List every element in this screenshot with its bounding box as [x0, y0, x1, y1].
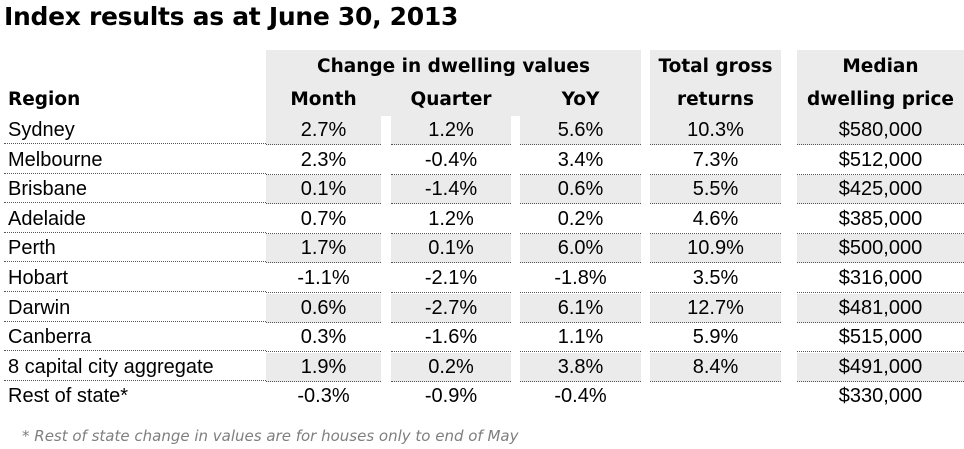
yoy-cell: -1.8%: [520, 264, 641, 293]
month-cell: 0.7%: [266, 205, 381, 234]
header-quarter: Quarter: [410, 89, 492, 110]
median-price-cell: $316,000: [797, 264, 964, 293]
month-cell: 2.7%: [266, 116, 381, 145]
region-cell: Adelaide: [4, 205, 266, 233]
table-row: Perth 1.7% 0.1% 6.0% 10.9% $500,000: [0, 234, 964, 264]
header-change-in-dwelling-values: Change in dwelling values: [317, 56, 590, 77]
total-gross-returns-cell: 3.5%: [650, 264, 781, 293]
yoy-cell: 0.6%: [520, 175, 641, 205]
total-gross-returns-cell: 10.9%: [650, 234, 781, 264]
month-cell: 2.3%: [266, 146, 381, 175]
header-bg-total-gross: [650, 50, 781, 116]
month-cell: 0.1%: [266, 175, 381, 205]
region-cell: 8 capital city aggregate: [4, 353, 266, 381]
table-row: Brisbane 0.1% -1.4% 0.6% 5.5% $425,000: [0, 175, 964, 205]
quarter-cell: -1.4%: [391, 175, 511, 205]
quarter-cell: -0.4%: [391, 146, 511, 175]
quarter-cell: -0.9%: [424, 385, 478, 408]
quarter-cell: -2.7%: [391, 293, 511, 323]
median-price-cell: $330,000: [838, 385, 923, 408]
quarter-cell: 0.2%: [391, 352, 511, 382]
total-gross-returns-cell: 8.4%: [650, 352, 781, 382]
header-month: Month: [290, 89, 357, 110]
table-row: 8 capital city aggregate 1.9% 0.2% 3.8% …: [0, 352, 964, 383]
table-row: Adelaide 0.7% 1.2% 0.2% 4.6% $385,000: [0, 205, 964, 235]
footnote: * Rest of state change in values are for…: [22, 427, 519, 445]
median-price-cell: $385,000: [797, 205, 964, 234]
yoy-cell: 3.4%: [520, 146, 641, 175]
region-cell: Darwin: [4, 294, 266, 322]
month-cell: -1.1%: [266, 264, 381, 293]
total-gross-returns-cell: [650, 382, 781, 411]
quarter-cell: 1.2%: [391, 116, 511, 145]
header-bg-median: [797, 50, 964, 116]
region-cell: Sydney: [4, 116, 266, 144]
median-price-cell: $580,000: [797, 116, 964, 145]
median-price-cell: $481,000: [797, 293, 964, 323]
yoy-cell: 6.0%: [520, 234, 641, 264]
table-row: Melbourne 2.3% -0.4% 3.4% 7.3% $512,000: [0, 146, 964, 176]
total-gross-returns-cell: 4.6%: [650, 205, 781, 234]
header-region: Region: [8, 89, 81, 110]
header-total-gross-line2: returns: [677, 89, 754, 110]
header-median-line1: Median: [842, 56, 919, 77]
header-total-gross-line1: Total gross: [658, 56, 773, 77]
median-price-cell: $491,000: [797, 352, 964, 382]
total-gross-returns-cell: 7.3%: [650, 146, 781, 175]
region-cell: Brisbane: [4, 175, 266, 204]
table-row: Canberra 0.3% -1.6% 1.1% 5.9% $515,000: [0, 323, 964, 353]
median-price-cell: $512,000: [797, 146, 964, 175]
yoy-cell: -0.4%: [554, 385, 607, 408]
quarter-cell: -2.1%: [391, 264, 511, 293]
quarter-cell: -1.6%: [391, 323, 511, 353]
yoy-cell: 5.6%: [520, 116, 641, 145]
region-cell: Canberra: [4, 323, 266, 352]
month-cell: 1.9%: [266, 352, 381, 382]
table-row: Darwin 0.6% -2.7% 6.1% 12.7% $481,000: [0, 293, 964, 324]
month-cell: 0.3%: [266, 323, 381, 353]
yoy-cell: 0.2%: [520, 205, 641, 234]
median-price-cell: $500,000: [797, 234, 964, 264]
yoy-cell: 6.1%: [520, 293, 641, 323]
month-cell: -0.3%: [297, 385, 350, 408]
quarter-cell: 0.1%: [391, 234, 511, 264]
region-cell: Perth: [4, 234, 266, 263]
region-cell: Hobart: [4, 264, 266, 292]
table-body: Sydney 2.7% 1.2% 5.6% 10.3% $580,000 Mel…: [0, 116, 964, 412]
total-gross-returns-cell: 12.7%: [650, 293, 781, 323]
header-bg-change: [266, 50, 641, 116]
header-yoy: YoY: [561, 89, 600, 110]
header-median-line2: dwelling price: [807, 89, 954, 110]
total-gross-returns-cell: 10.3%: [650, 116, 781, 145]
month-cell: 0.6%: [266, 293, 381, 323]
table-row: Sydney 2.7% 1.2% 5.6% 10.3% $580,000: [0, 116, 964, 146]
yoy-cell: 1.1%: [520, 323, 641, 353]
total-gross-returns-cell: 5.9%: [650, 323, 781, 353]
page-title: Index results as at June 30, 2013: [4, 2, 459, 31]
table-row: Rest of state* -0.3% -0.9% -0.4% $330,00…: [0, 382, 964, 412]
yoy-cell: 3.8%: [520, 352, 641, 382]
month-cell: 1.7%: [266, 234, 381, 264]
table-row: Hobart -1.1% -2.1% -1.8% 3.5% $316,000: [0, 264, 964, 294]
median-price-cell: $515,000: [797, 323, 964, 353]
total-gross-returns-cell: 5.5%: [650, 175, 781, 205]
quarter-cell: 1.2%: [391, 205, 511, 234]
median-price-cell: $425,000: [797, 175, 964, 205]
region-cell: Rest of state*: [8, 385, 129, 408]
region-cell: Melbourne: [4, 146, 266, 174]
